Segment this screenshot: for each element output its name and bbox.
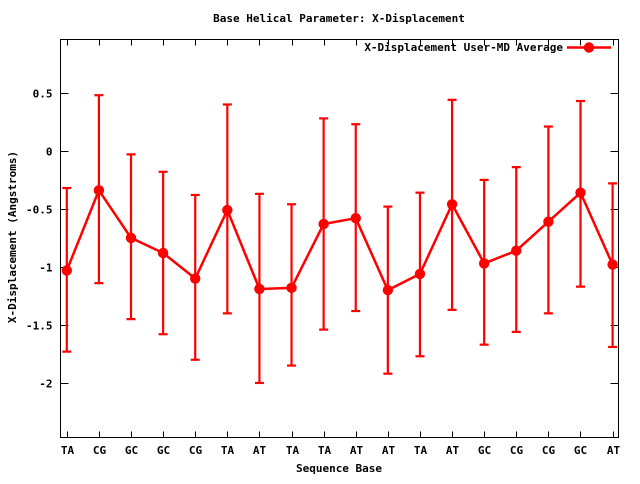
- series-line: [65, 189, 614, 292]
- data-point: [511, 245, 522, 256]
- y-tick-label: 0: [46, 146, 53, 159]
- x-tick-label: TA: [318, 444, 332, 457]
- legend-sample-marker: [583, 42, 595, 53]
- data-point: [222, 204, 233, 216]
- data-point: [607, 259, 618, 270]
- y-axis-title: X-Displacement (Angstroms): [6, 151, 19, 323]
- x-tick-label: TA: [61, 444, 75, 457]
- x-tick-label: GC: [157, 444, 170, 457]
- data-point: [93, 185, 105, 196]
- plot-area: 0.5 0 -0.5 -1 -1.5 -2 TA CG GC GC CG TA AT TA TA AT AT TA…: [26, 39, 621, 457]
- data-point: [414, 268, 426, 280]
- x-tick-label: CG: [542, 444, 556, 457]
- y-tick-label: 0.5: [33, 88, 53, 101]
- x-tick-label: GC: [478, 444, 491, 457]
- data-point: [382, 284, 394, 296]
- y-tick-label: -2: [39, 378, 52, 391]
- x-tick-label: CG: [189, 444, 203, 457]
- data-point: [543, 216, 554, 227]
- x-tick-label: AT: [382, 444, 396, 457]
- data-point: [318, 218, 329, 230]
- data-point: [125, 232, 137, 244]
- x-tick-label: GC: [125, 444, 138, 457]
- x-axis-title: Sequence Base: [296, 462, 382, 475]
- y-tick-label: -1.5: [26, 320, 53, 333]
- chart-title: Base Helical Parameter: X-Displacement: [213, 12, 465, 25]
- y-tick-label: -0.5: [26, 204, 53, 217]
- x-tick-label: AT: [350, 444, 364, 457]
- x-tick-label: AT: [253, 444, 267, 457]
- data-point: [61, 265, 72, 276]
- x-tick-label: TA: [221, 444, 235, 457]
- x-tick-label: AT: [446, 444, 460, 457]
- y-tick-label: -1: [39, 262, 53, 275]
- data-point: [478, 258, 490, 269]
- plot-border: [60, 39, 619, 438]
- x-tick-label: TA: [414, 444, 428, 457]
- data-point: [157, 247, 169, 259]
- x-tick-label: AT: [607, 444, 621, 457]
- data-point: [575, 187, 586, 198]
- x-tick-label: TA: [286, 444, 300, 457]
- data-point: [446, 199, 458, 210]
- data-point: [286, 282, 297, 294]
- x-tick-label: CG: [93, 444, 107, 457]
- data-point: [190, 273, 201, 284]
- x-tick-label: CG: [510, 444, 524, 457]
- data-point: [254, 283, 265, 295]
- x-tick-label: GC: [574, 444, 587, 457]
- legend-label: X-Displacement User-MD Average: [364, 41, 563, 54]
- data-point: [350, 212, 361, 224]
